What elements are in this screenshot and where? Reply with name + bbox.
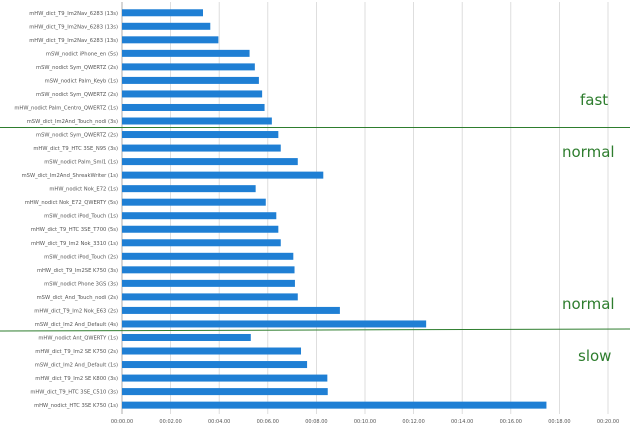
bar (122, 198, 266, 206)
bar (122, 144, 281, 152)
category-label: mHW_nodict Palm_Centro_QWERTZ (1s) (14, 105, 118, 111)
bar (122, 279, 295, 287)
category-label: mSW_nodict Sym_QWERTZ (2s) (36, 92, 118, 98)
bar (122, 266, 295, 274)
category-label: mHW_dict_T9_Im2Nav_6283 (13s) (29, 11, 118, 17)
category-label: mSW_nodict iPod_Touch (1s) (44, 214, 118, 220)
x-tick-label: 00:00.00 (111, 419, 133, 425)
bar (122, 36, 219, 44)
bar (122, 333, 251, 341)
bars (122, 9, 547, 409)
bar (122, 185, 256, 193)
category-label: mSW_nodict iPhone_en (5s) (46, 51, 118, 57)
bar (122, 401, 547, 409)
bar (122, 103, 265, 111)
zone-label-fast: fast (580, 91, 608, 109)
category-label: mHW_dict_T9_Im2 Nok_E63 (2s) (34, 308, 118, 314)
x-tick-label: 00:10.00 (354, 419, 376, 425)
bar (122, 239, 281, 247)
bar (122, 293, 298, 301)
category-label: mSW_dict_Im2 And_Default (1s) (35, 363, 118, 369)
category-label: mHW_nodict Nok_E72_QWERTY (5s) (25, 200, 118, 206)
category-label: mSW_nodict Palm_Sml1 (1s) (44, 160, 118, 166)
category-label: mSW_dict_Im2 And_Default (4s) (35, 322, 118, 328)
category-label: mSW_nodict iPod_Touch (2s) (44, 254, 118, 260)
bar (122, 9, 203, 17)
category-labels: mHW_dict_T9_Im2Nav_6283 (13s) mHW_dict_T9… (14, 11, 118, 409)
x-tick-labels: 00:00.00 00:02.00 00:04.00 00:06.00 00:08.00… (111, 419, 619, 425)
bar (122, 171, 324, 179)
bar (122, 252, 294, 260)
category-label: mHW_dict_T9_Im2 SE K800 (3s) (35, 376, 118, 382)
category-label: mHW_dict_T9_HTC 3SE_C510 (3s) (30, 390, 118, 396)
bar (122, 90, 263, 98)
zone-label-slow: slow (578, 347, 611, 365)
category-label: mSW_dict_Im2And_Touch_nodi (3s) (27, 119, 118, 125)
bar (122, 361, 308, 369)
bar (122, 320, 427, 328)
bar (122, 374, 328, 382)
bar (122, 225, 279, 233)
category-label: mSW_nodict Phone 3GS (3s) (44, 281, 118, 287)
bar (122, 388, 328, 396)
category-label: mSW_dict_Im2And_ShreakWriter (1s) (22, 173, 118, 179)
bar (122, 49, 250, 57)
bar (122, 22, 211, 30)
x-tick-label: 00:20.00 (597, 419, 619, 425)
zone-dividers (0, 127, 630, 332)
x-tick-label: 00:08.00 (305, 419, 327, 425)
category-label: mSW_nodict Palm_Keyb (1s) (45, 78, 118, 84)
x-tick-label: 00:02.00 (159, 419, 181, 425)
category-label: mHW_dict_T9_Im2 Nok_3310 (1s) (31, 241, 118, 247)
bar (122, 306, 340, 314)
category-label: mHW_dict_T9_Im2 SE K750 (2s) (35, 349, 118, 355)
zone-label-normal-bottom: normal (562, 295, 615, 313)
category-label: mSW_nodict Sym_QWERTZ (2s) (36, 65, 118, 71)
bar (122, 131, 279, 139)
category-label: mSW_nodict Sym_QWERTZ (2s) (36, 133, 118, 139)
x-tick-label: 00:18.00 (548, 419, 570, 425)
divider-normal-slow (0, 328, 630, 332)
bar (122, 347, 302, 355)
category-label: mHW_nodict Ant_QWERTY (1s) (38, 335, 118, 341)
category-label: mHW_nodict Nok_E72 (1s) (49, 187, 118, 193)
category-label: mHW_dict_T9_Im2Nav_6283 (13s) (29, 24, 118, 30)
x-tick-label: 00:06.00 (257, 419, 279, 425)
category-label: mHW_dict_T9_HTC 3SE_T700 (5s) (31, 227, 118, 233)
x-tick-label: 00:04.00 (208, 419, 230, 425)
bar (122, 117, 272, 125)
category-label: mHW_dict_T9_Im2Nav_6283 (13s) (29, 38, 118, 44)
category-label: mHW_dict_T9_HTC 3SE_N95 (3s) (33, 146, 118, 152)
bar (122, 76, 259, 84)
category-label: mHW_nodict_HTC 3SE K750 (1s) (34, 403, 118, 409)
category-label: mHW_dict_T9_Im2SE K750 (3s) (37, 268, 118, 274)
bar (122, 63, 255, 71)
gridlines (121, 2, 609, 414)
zone-label-normal-top: normal (562, 143, 615, 161)
bar (122, 212, 277, 220)
category-label: mSW_dict_And_Touch_nodi (2s) (37, 295, 118, 301)
bar (122, 158, 298, 166)
x-tick-label: 00:14.00 (451, 419, 473, 425)
x-tick-label: 00:12.00 (402, 419, 424, 425)
x-tick-label: 00:16.00 (500, 419, 522, 425)
